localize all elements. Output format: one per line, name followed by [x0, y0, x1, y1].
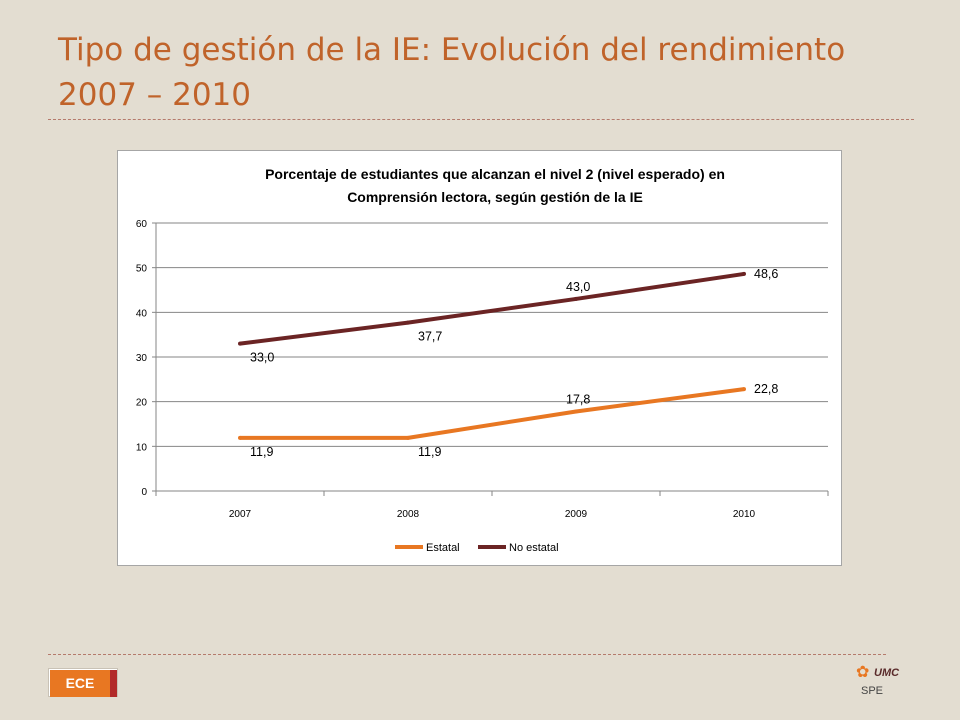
- data-point: [574, 409, 578, 414]
- ece-badge-strip: [110, 670, 117, 697]
- data-label: 22,8: [754, 382, 778, 396]
- top-divider: [48, 119, 914, 120]
- data-label: 37,7: [418, 330, 442, 344]
- y-tick-label: 10: [136, 442, 148, 453]
- bottom-divider: [48, 654, 886, 655]
- data-point: [238, 435, 242, 440]
- y-tick-label: 60: [136, 219, 148, 230]
- data-label: 43,0: [566, 280, 590, 294]
- spe-label: SPE: [861, 685, 884, 697]
- y-tick-label: 30: [136, 353, 148, 364]
- x-tick-label: 2010: [733, 509, 756, 520]
- data-label: 33,0: [250, 351, 274, 365]
- y-tick-label: 0: [141, 487, 147, 498]
- y-tick-label: 20: [136, 398, 148, 409]
- legend-label: Estatal: [426, 542, 460, 554]
- y-tick-label: 50: [136, 264, 148, 275]
- slide-title: Tipo de gestión de la IE: Evolución del …: [58, 28, 898, 118]
- y-tick-label: 40: [136, 308, 148, 319]
- series-line-no-estatal: [239, 271, 745, 346]
- x-tick-label: 2007: [229, 509, 252, 520]
- legend-label: No estatal: [509, 542, 559, 554]
- data-point: [406, 435, 410, 440]
- data-point: [574, 296, 578, 301]
- line-chart: Porcentaje de estudiantes que alcanzan e…: [136, 166, 829, 554]
- ece-badge: ECE: [48, 668, 118, 697]
- data-point: [742, 271, 746, 276]
- umc-logo-mark: ✿: [856, 664, 870, 681]
- chart-title-line-2: Comprensión lectora, según gestión de la…: [347, 189, 643, 205]
- data-point: [406, 320, 410, 325]
- ece-badge-label: ECE: [50, 670, 110, 697]
- slide-title-line-1: Tipo de gestión de la IE: Evolución del …: [58, 32, 846, 68]
- data-label: 48,6: [754, 267, 778, 281]
- data-label: 11,9: [250, 445, 273, 459]
- slide-title-line-2: 2007 – 2010: [58, 77, 251, 113]
- series-line-estatal: [240, 387, 745, 440]
- x-tick-label: 2008: [397, 509, 420, 520]
- data-label: 11,9: [418, 445, 441, 459]
- chart-container: Porcentaje de estudiantes que alcanzan e…: [117, 150, 842, 566]
- umc-logo-icon: ✿ UMC SPE: [852, 664, 902, 704]
- chart-title-line-1: Porcentaje de estudiantes que alcanzan e…: [265, 166, 725, 182]
- data-label: 17,8: [566, 392, 590, 406]
- umc-logo-text: UMC: [874, 667, 900, 679]
- x-tick-label: 2009: [565, 509, 588, 520]
- data-point: [742, 387, 746, 392]
- data-point: [238, 341, 242, 346]
